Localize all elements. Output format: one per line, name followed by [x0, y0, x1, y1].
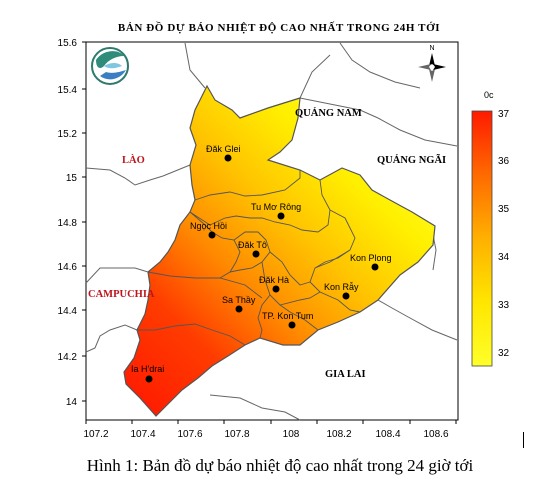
y-tick-label: 14.4: [58, 306, 78, 317]
legend-unit: 0c: [484, 90, 494, 100]
region-labels: QUẢNG NAM QUẢNG NGÃI LÀO CAMPUCHIA GIA L…: [88, 107, 446, 380]
place-dot: [272, 285, 280, 293]
y-axis-labels: 15.6 15.4 15.2 15 14.8 14.6 14.4 14.2 14: [58, 38, 78, 408]
y-tick-label: 15.2: [58, 129, 78, 140]
place-label: TP. Kon Tum: [262, 311, 313, 321]
place-label: Kon Rẫy: [324, 282, 359, 292]
x-tick-label: 108.4: [375, 429, 400, 440]
x-tick-label: 108: [283, 429, 300, 440]
y-tick-label: 15.4: [58, 85, 78, 96]
temperature-legend: 0c 37 36 35 34 33 32: [471, 90, 510, 367]
north-label: N: [429, 45, 434, 52]
y-tick-label: 14.8: [58, 218, 78, 229]
place-dot: [277, 212, 285, 220]
y-tick-label: 15.6: [58, 38, 78, 49]
x-tick-label: 108.6: [423, 429, 448, 440]
x-tick-label: 108.2: [326, 429, 351, 440]
district-boundaries: [137, 170, 361, 346]
region-lao: LÀO: [122, 154, 145, 166]
place-label: Đăk Hà: [259, 275, 289, 285]
x-tick-label: 107.6: [177, 429, 202, 440]
place-label: Sa Thầy: [222, 295, 256, 305]
text-cursor: [523, 432, 524, 448]
place-dot: [252, 250, 260, 258]
y-tick-label: 14.2: [58, 352, 78, 363]
y-tick-label: 15: [66, 173, 78, 184]
y-tick-label: 14.6: [58, 262, 78, 273]
legend-colorbar: [471, 110, 493, 367]
legend-tick-label: 36: [498, 156, 510, 167]
region-campuchia: CAMPUCHIA: [88, 289, 155, 300]
place-label: Tu Mơ Rông: [251, 202, 301, 212]
x-tick-label: 107.8: [224, 429, 249, 440]
place-label: Kon Plong: [350, 253, 392, 263]
agency-logo: [91, 47, 129, 85]
x-axis-labels: 107.2 107.4 107.6 107.8 108 108.2 108.4 …: [83, 429, 448, 440]
place-label: Ia H'drai: [131, 364, 164, 374]
map-title: BẢN ĐỒ DỰ BÁO NHIỆT ĐỘ CAO NHẤT TRONG 24…: [118, 21, 440, 34]
legend-tick-label: 35: [498, 204, 510, 215]
x-tick-label: 107.2: [83, 429, 108, 440]
place-dot: [224, 154, 232, 162]
legend-tick-label: 37: [498, 109, 510, 120]
x-tick-label: 107.4: [130, 429, 155, 440]
region-quang-nam: QUẢNG NAM: [295, 107, 362, 119]
place-dot: [145, 375, 153, 383]
tick-marks: [82, 41, 457, 424]
place-dot: [371, 263, 379, 271]
place-dot: [208, 231, 216, 239]
place-dot: [235, 305, 243, 313]
place-label: Đăk Glei: [206, 144, 241, 154]
region-gia-lai: GIA LAI: [325, 369, 366, 380]
legend-tick-label: 34: [498, 252, 510, 263]
figure-caption: Hình 1: Bản đồ dự báo nhiệt độ cao nhất …: [86, 456, 474, 475]
legend-tick-label: 32: [498, 348, 510, 359]
north-arrow-icon: N: [418, 45, 446, 82]
place-dot: [342, 292, 350, 300]
place-markers: [145, 154, 379, 383]
place-dot: [288, 321, 296, 329]
region-quang-ngai: QUẢNG NGÃI: [377, 154, 446, 166]
legend-tick-label: 33: [498, 300, 510, 311]
y-tick-label: 14: [66, 397, 78, 408]
place-label: Ngọc Hồi: [190, 221, 227, 231]
place-label: Đăk Tô: [238, 240, 267, 250]
place-labels: Đăk Glei Tu Mơ Rông Ngọc Hồi Đăk Tô Kon …: [131, 144, 392, 374]
